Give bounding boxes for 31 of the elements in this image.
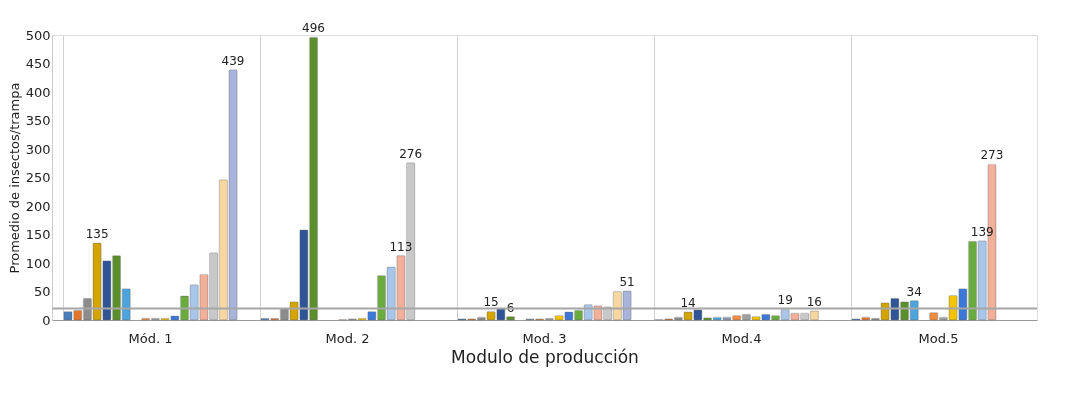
y-tick-label: 400 [25, 84, 51, 100]
x-tick-label: Mód. 1 [128, 330, 173, 346]
y-tick-label: 0 [42, 312, 51, 328]
data-label: 135 [85, 227, 109, 242]
data-label: 19 [777, 293, 793, 308]
y-tick-label: 150 [25, 227, 51, 242]
y-tick-label: 300 [25, 141, 51, 157]
y-tick-label: 100 [25, 255, 51, 271]
x-axis-title: Modulo de producción [451, 346, 639, 367]
data-label: 51 [619, 274, 635, 289]
data-label: 139 [970, 224, 994, 239]
data-label: 273 [980, 148, 1004, 163]
data-label: 16 [806, 294, 822, 309]
y-tick-label: 450 [25, 56, 51, 71]
data-label: 14 [680, 296, 696, 311]
y-tick-label: 50 [33, 284, 51, 299]
x-tick-label: Mod. 3 [522, 330, 567, 346]
y-tick-label: 250 [25, 170, 51, 185]
y-axis-title: Promedio de insectos/trampa [6, 82, 22, 274]
x-tick-label: Mod. 2 [325, 330, 370, 346]
data-label: 113 [389, 239, 413, 254]
x-tick-label: Mod.5 [918, 330, 959, 346]
y-tick-label: 500 [25, 27, 51, 43]
data-label: 276 [399, 146, 423, 161]
data-label: 34 [906, 284, 922, 299]
y-tick-label: 200 [25, 198, 51, 214]
x-tick-label: Mod.4 [721, 330, 762, 346]
data-label: 15 [483, 295, 499, 310]
data-label: 496 [302, 21, 325, 36]
data-label: 439 [221, 53, 245, 68]
y-tick-label: 350 [25, 113, 51, 128]
